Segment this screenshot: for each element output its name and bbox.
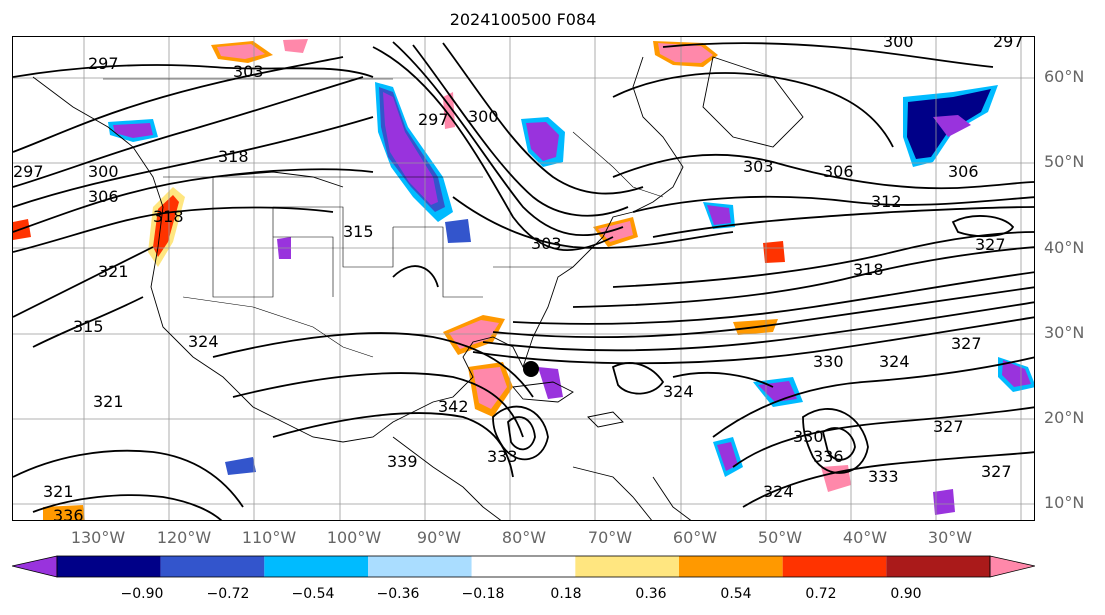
contour-label: 321 [98,262,129,281]
contour-label: 324 [188,332,219,351]
contour-label: 330 [813,352,844,371]
contour-label: 321 [43,482,74,501]
contour-label: 297 [418,110,449,129]
lat-label-30n: 30°N [1044,323,1085,342]
contour-label: 327 [981,462,1012,481]
contour-label: 300 [88,162,119,181]
contour-lines [13,41,1034,520]
colorbar-segment [575,556,679,577]
lon-label-60w: 60°W [672,528,718,547]
map-title: 2024100500 F084 [449,10,597,29]
contour-label: 315 [343,222,374,241]
lon-label-100w: 100°W [326,528,382,547]
contour-label: 303 [233,62,264,81]
colorbar-segment [782,556,887,577]
colorbar-segment [12,555,58,578]
graticule [13,37,1034,520]
contour-label: 336 [813,447,844,466]
contour-label: 333 [487,447,518,466]
colorbar [12,555,1035,578]
colorbar-tick: 0.54 [720,586,752,602]
colorbar-segment [368,556,472,577]
lon-label-90w: 90°W [416,528,462,547]
contour-label: 324 [879,352,910,371]
contour-label: 324 [763,482,794,501]
lon-label-130w: 130°W [70,528,126,547]
lat-label-50n: 50°N [1044,152,1085,171]
contour-label: 321 [93,392,124,411]
contour-labels: 297 303 297 300 300 297 297 300 306 318 … [13,37,1024,521]
colorbar-segment [57,556,161,577]
contour-label: 315 [73,317,104,336]
colorbar-outline [56,555,991,578]
colorbar-tick: −0.36 [376,586,420,602]
coastlines [32,56,804,520]
contour-label: 336 [53,506,84,521]
contour-label: 306 [88,187,119,206]
lon-label-120w: 120°W [156,528,212,547]
colorbar-segment [989,555,1035,578]
colorbar-segment [679,556,783,577]
colorbar-segment [886,556,990,577]
colorbar-segment [471,556,576,577]
contour-label: 333 [868,467,899,486]
lon-label-70w: 70°W [587,528,633,547]
lon-label-80w: 80°W [501,528,547,547]
contour-label: 306 [948,162,979,181]
contour-label: 297 [88,54,119,73]
colorbar-tick: −0.54 [291,586,335,602]
contour-label: 300 [468,107,499,126]
contour-label: 297 [993,37,1024,51]
lat-label-40n: 40°N [1044,238,1085,257]
lon-label-50w: 50°W [757,528,803,547]
colorbar-tick: −0.18 [461,586,505,602]
colorbar-tick: 0.72 [805,586,837,602]
purple-patch-caribbean [538,367,563,399]
colorbar-tick: 0.18 [550,586,582,602]
contour-label: 342 [438,397,469,416]
contour-label: 330 [793,427,824,446]
contour-label: 300 [883,37,914,51]
storm-center-marker [523,361,539,377]
colorbar-tick: −0.90 [120,586,164,602]
lat-label-60n: 60°N [1044,67,1085,86]
colorbar-segment [160,556,265,577]
lon-label-30w: 30°W [927,528,973,547]
contour-label: 312 [871,192,902,211]
contour-label: 306 [823,162,854,181]
contour-label: 318 [853,260,884,279]
lon-label-40w: 40°W [842,528,888,547]
contour-label: 339 [387,452,418,471]
shaded-regions [13,39,1034,520]
colorbar-tick: −0.72 [206,586,250,602]
colorbar-tick: 0.90 [890,586,922,602]
contour-label: 303 [743,157,774,176]
colorbar-tick: 0.36 [635,586,667,602]
map-canvas: 297 303 297 300 300 297 297 300 306 318 … [13,37,1034,521]
contour-label: 297 [13,162,44,181]
lon-label-110w: 110°W [241,528,297,547]
weather-map: 297 303 297 300 300 297 297 300 306 318 … [12,36,1035,521]
contour-label: 318 [218,147,249,166]
contour-label: 327 [933,417,964,436]
lat-label-20n: 20°N [1044,408,1085,427]
contour-label: 327 [951,334,982,353]
contour-label: 303 [531,234,562,253]
colorbar-segment [264,556,368,577]
contour-label: 327 [975,235,1006,254]
contour-label: 318 [153,207,184,226]
contour-label: 324 [663,382,694,401]
lat-label-10n: 10°N [1044,493,1085,512]
